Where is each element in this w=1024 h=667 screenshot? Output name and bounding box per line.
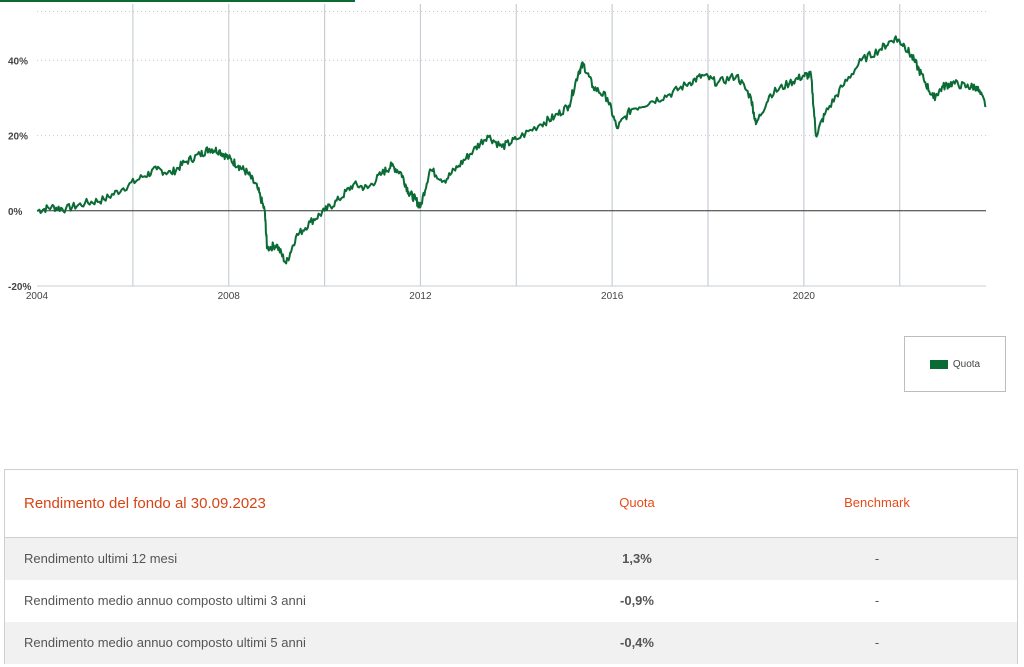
row-label: Rendimento medio annuo composto ultimi 5… [24,635,306,650]
table-title: Rendimento del fondo al 30.09.2023 [24,495,266,512]
x-axis-ticks: 2004 2008 2012 2016 2020 [26,291,816,302]
column-header-quota: Quota [619,495,655,510]
table-row: Rendimento medio annuo composto ultimi 3… [5,580,1017,622]
x-tick-label: 2020 [793,291,816,302]
grid-lines [37,4,986,287]
column-header-benchmark: Benchmark [844,495,910,510]
row-label: Rendimento medio annuo composto ultimi 3… [24,593,306,608]
row-quota-value: -0,4% [620,635,654,650]
chart-legend: Quota [904,336,1006,392]
y-tick-label: 0% [8,207,23,218]
series-line-quota [36,35,987,265]
x-tick-label: 2012 [409,291,432,302]
row-benchmark-value: - [874,635,880,650]
legend-swatch-quota [929,359,948,369]
legend-label-quota: Quota [952,358,981,370]
y-tick-label: -20% [8,282,31,293]
x-tick-label: 2004 [26,291,49,302]
x-tick-label: 2008 [218,291,241,302]
row-quota-value: -0,9% [620,593,654,608]
table-header: Rendimento del fondo al 30.09.2023 Quota… [5,470,1017,538]
row-benchmark-value: - [874,593,880,608]
y-tick-label: 20% [8,132,28,143]
row-benchmark-value: - [874,551,880,566]
series-layer [36,35,987,265]
performance-chart: -20% 0% 20% 40% 2004 2008 2012 2016 2020 [0,0,987,302]
table-row: Rendimento ultimi 12 mesi 1,3% - [5,538,1017,580]
y-axis-ticks: -20% 0% 20% 40% [8,56,31,293]
y-tick-label: 40% [8,56,28,67]
table-row: Rendimento medio annuo composto ultimi 5… [5,622,1017,664]
performance-table: Rendimento del fondo al 30.09.2023 Quota… [4,469,1018,664]
row-quota-value: 1,3% [622,551,652,566]
row-label: Rendimento ultimi 12 mesi [24,551,178,566]
x-tick-label: 2016 [601,291,624,302]
